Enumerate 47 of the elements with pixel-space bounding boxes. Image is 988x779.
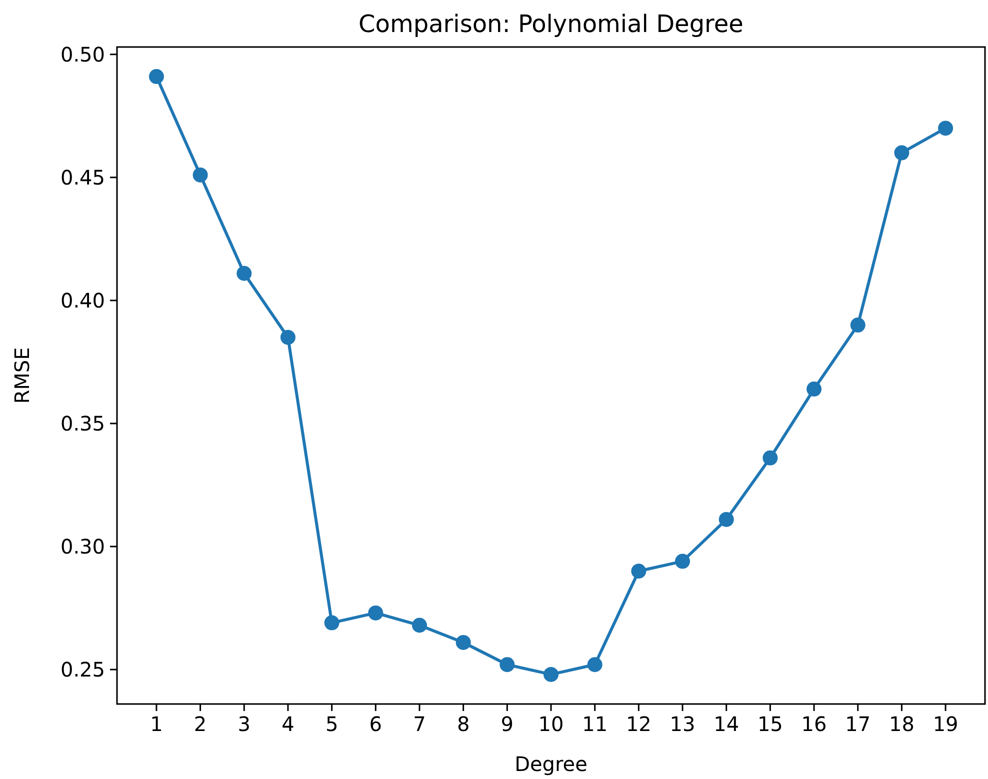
x-tick-label: 5	[325, 712, 338, 736]
x-tick-label: 7	[413, 712, 426, 736]
point	[718, 512, 734, 527]
y-tick-label: 0.40	[60, 288, 105, 312]
point	[324, 615, 340, 630]
x-tick-label: 11	[582, 712, 608, 736]
x-tick-label: 4	[282, 712, 294, 736]
x-tick-label: 6	[369, 712, 382, 736]
point	[938, 120, 954, 136]
point	[280, 330, 296, 345]
point	[368, 605, 384, 620]
y-tick-label: 0.45	[60, 165, 105, 190]
point	[631, 564, 646, 579]
x-tick-label: 13	[670, 712, 696, 736]
x-tick-label: 15	[757, 712, 783, 736]
y-tick-label: 0.50	[60, 42, 105, 66]
x-tick-label: 18	[888, 712, 914, 736]
x-tick-label: 2	[194, 712, 207, 736]
x-tick-label: 1	[150, 712, 163, 736]
y-tick-label: 0.35	[60, 411, 105, 436]
x-tick-label: 9	[500, 712, 514, 736]
chart-title: Comparison: Polynomial Degree	[358, 10, 744, 38]
x-tick-label: 12	[626, 712, 652, 736]
point	[500, 657, 515, 672]
point	[456, 634, 471, 650]
x-tick-label: 10	[538, 712, 564, 736]
point	[675, 554, 690, 569]
point	[894, 145, 910, 160]
point	[762, 450, 778, 466]
point	[192, 167, 208, 182]
x-tick-label: 8	[456, 712, 470, 736]
x-tick-label: 16	[801, 712, 827, 736]
y-tick-label: 0.25	[60, 658, 105, 682]
point	[806, 382, 822, 397]
x-tick-label: 19	[932, 712, 958, 736]
x-tick-label: 3	[238, 712, 250, 736]
x-tick-label: 14	[714, 712, 740, 736]
x-axis-title: Degree	[514, 752, 588, 776]
point	[544, 666, 558, 682]
y-tick-label: 0.30	[60, 534, 105, 559]
point	[412, 618, 427, 633]
point	[587, 657, 602, 672]
point	[148, 69, 164, 84]
point	[850, 318, 866, 333]
y-axis-title: RMSE	[10, 347, 34, 404]
point	[236, 266, 252, 281]
x-tick-label: 17	[845, 712, 871, 736]
